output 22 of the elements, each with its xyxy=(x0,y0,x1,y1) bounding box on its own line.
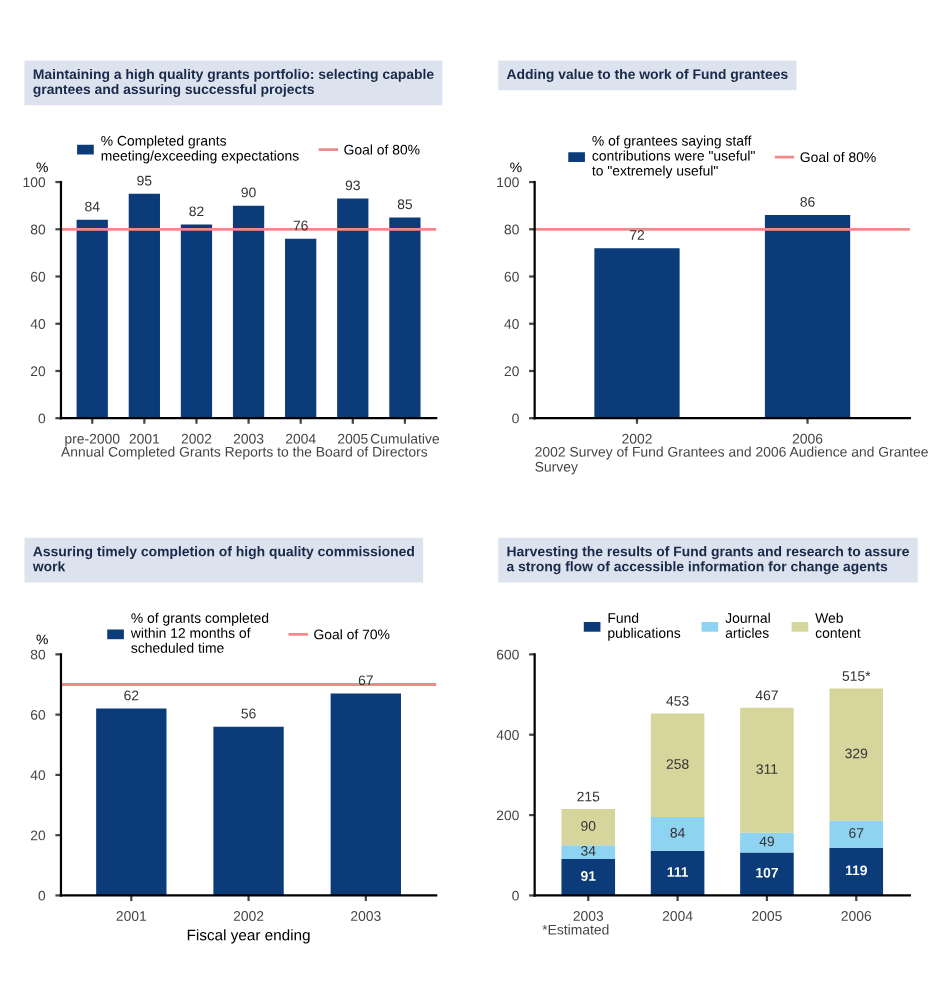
bar xyxy=(829,820,884,848)
bar xyxy=(96,708,167,896)
bar xyxy=(650,850,705,896)
bar xyxy=(180,224,213,419)
bar xyxy=(829,847,884,896)
bar xyxy=(76,219,108,419)
bar xyxy=(213,726,284,896)
bar xyxy=(330,693,401,896)
bar xyxy=(285,238,317,419)
bar xyxy=(232,205,265,419)
bar xyxy=(650,713,705,818)
bar xyxy=(561,845,616,859)
bar xyxy=(740,852,794,896)
bar xyxy=(829,688,884,821)
bar xyxy=(337,198,369,419)
bar xyxy=(650,817,705,851)
bar xyxy=(389,217,421,419)
bar xyxy=(561,809,616,846)
bar xyxy=(740,832,794,853)
bar xyxy=(128,193,160,419)
bar xyxy=(561,858,616,896)
bar xyxy=(740,707,794,833)
